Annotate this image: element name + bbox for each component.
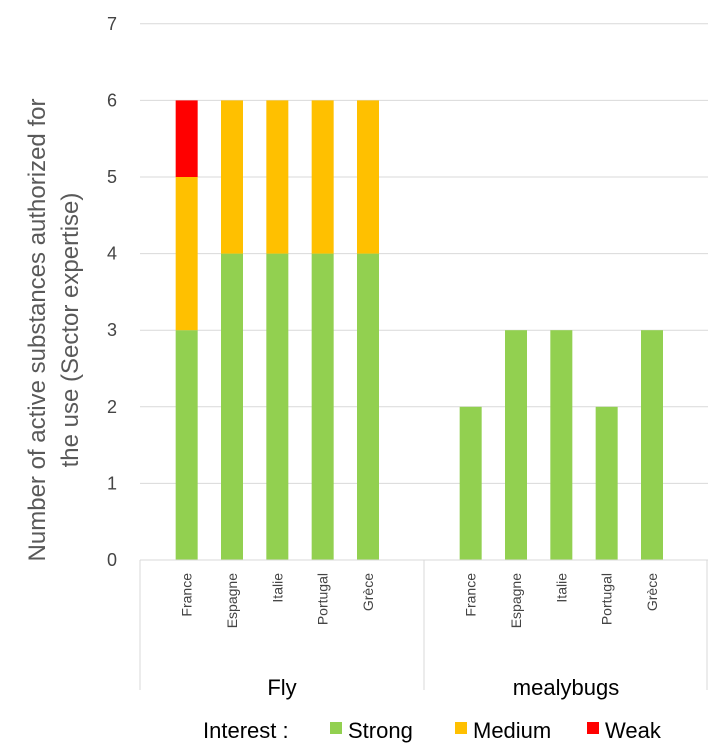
x-category-label: France xyxy=(179,573,195,617)
bar-fly-grèce-medium xyxy=(357,100,379,254)
y-tick-label: 3 xyxy=(107,320,117,340)
bar-mealybugs-espagne-strong xyxy=(505,330,527,560)
y-axis-title-line: Number of active substances authorized f… xyxy=(24,99,51,562)
bar-fly-portugal-medium xyxy=(311,100,334,254)
legend-label-medium: Medium xyxy=(473,718,551,743)
bar-mealybugs-italie-strong xyxy=(550,330,573,560)
y-tick-label: 2 xyxy=(107,397,117,417)
legend-prefix: Interest : xyxy=(203,718,289,743)
y-axis-ticks: 0 1 2 3 4 5 6 7 xyxy=(107,14,117,570)
x-category-label: France xyxy=(463,573,479,617)
legend-swatch-weak xyxy=(587,722,599,734)
y-tick-label: 0 xyxy=(107,550,117,570)
y-axis-title: Number of active substances authorized f… xyxy=(24,99,84,562)
y-axis-title-line: the use (Sector expertise) xyxy=(57,193,84,468)
x-category-label: Espagne xyxy=(224,573,240,628)
legend: Interest : Strong Medium Weak xyxy=(203,718,662,743)
x-group-label: mealybugs xyxy=(513,675,619,700)
y-tick-label: 4 xyxy=(107,244,117,264)
bar-fly-france-medium xyxy=(175,177,198,331)
bar-mealybugs-grèce-strong xyxy=(641,330,663,560)
y-tick-label: 6 xyxy=(107,90,117,110)
bar-fly-portugal-strong xyxy=(311,253,334,560)
x-category-label: Italie xyxy=(553,573,569,603)
legend-swatch-medium xyxy=(455,722,467,734)
x-category-label: Grèce xyxy=(360,573,376,611)
bars xyxy=(175,100,663,560)
x-axis: France Espagne Italie Portugal Grèce Fly Franc… xyxy=(139,559,708,700)
legend-swatch-strong xyxy=(330,722,342,734)
y-tick-label: 5 xyxy=(107,167,117,187)
y-tick-label: 1 xyxy=(107,473,117,493)
bar-mealybugs-portugal-strong xyxy=(595,406,618,560)
x-category-label: Grèce xyxy=(644,573,660,611)
x-category-label: Espagne xyxy=(508,573,524,628)
bar-fly-espagne-strong xyxy=(221,253,243,560)
y-tick-label: 7 xyxy=(107,14,117,34)
legend-label-strong: Strong xyxy=(348,718,413,743)
bar-fly-espagne-medium xyxy=(221,100,243,254)
bar-fly-france-weak xyxy=(175,100,198,177)
x-category-label: Portugal xyxy=(315,573,331,625)
x-group-label: Fly xyxy=(267,675,296,700)
bar-fly-france-strong xyxy=(175,330,198,560)
x-category-label: Portugal xyxy=(599,573,615,625)
bar-fly-italie-strong xyxy=(266,253,289,560)
bar-mealybugs-france-strong xyxy=(459,406,482,560)
bar-fly-italie-medium xyxy=(266,100,289,254)
legend-label-weak: Weak xyxy=(605,718,662,743)
bar-fly-grèce-strong xyxy=(357,253,379,560)
x-category-label: Italie xyxy=(269,573,285,603)
